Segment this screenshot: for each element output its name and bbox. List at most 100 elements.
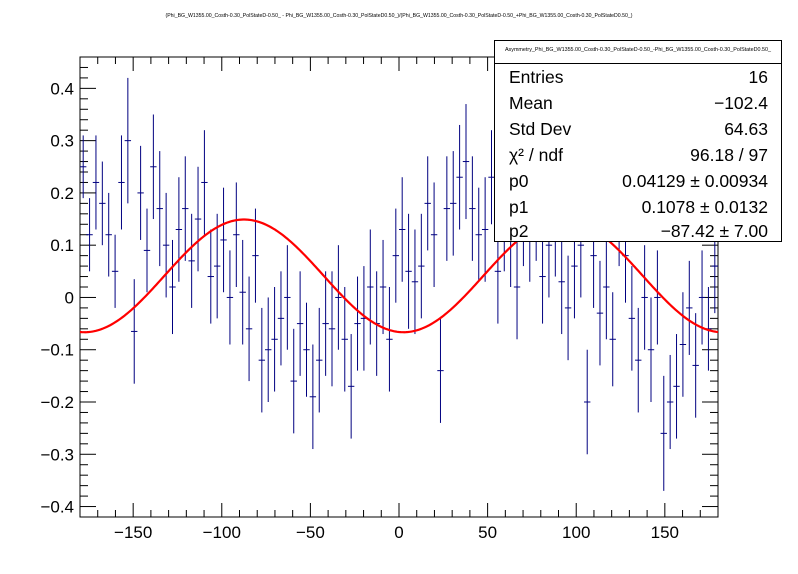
data-point [469, 156, 476, 261]
data-point [424, 156, 431, 251]
data-point [539, 229, 546, 324]
data-point [265, 297, 272, 402]
data-point [137, 145, 144, 240]
y-tick-label: 0.3 [50, 132, 74, 151]
data-point [443, 156, 451, 261]
stat-value: 0.04129 ± 0.00934 [622, 171, 768, 191]
data-point [175, 177, 183, 282]
data-point [207, 229, 214, 324]
data-point [347, 334, 355, 439]
stat-key: Entries [509, 67, 564, 87]
y-tick-label: −0.3 [40, 445, 74, 464]
data-point [328, 271, 336, 387]
stat-value: 64.63 [724, 119, 768, 139]
stat-key: χ² / ndf [509, 145, 563, 165]
stat-value: 16 [748, 67, 768, 87]
stat-value: 0.1078 ± 0.0132 [641, 197, 768, 217]
y-tick-label: 0.2 [50, 184, 74, 203]
data-point [399, 177, 406, 282]
data-point [290, 328, 297, 434]
data-point [80, 135, 87, 199]
data-point [456, 124, 463, 230]
y-tick-label: −0.1 [40, 341, 74, 360]
stat-key: p1 [509, 197, 529, 217]
data-point [679, 292, 687, 397]
data-point [698, 250, 706, 345]
data-point [194, 166, 202, 272]
data-point [252, 208, 259, 303]
stat-row-entries: Entries 16 [495, 65, 781, 91]
data-point [488, 130, 495, 225]
data-point [392, 208, 399, 303]
data-point [558, 229, 565, 335]
data-point [513, 234, 521, 340]
data-point [673, 334, 680, 439]
data-point [411, 229, 419, 335]
stat-key: p2 [509, 221, 529, 241]
x-tick-label: 100 [562, 523, 590, 542]
data-point [341, 287, 348, 392]
stat-key: Mean [509, 93, 553, 113]
data-point [379, 239, 387, 335]
stat-value: −87.42 ± 7.00 [660, 221, 768, 241]
stat-row-p0: p0 0.04129 ± 0.00934 [495, 169, 781, 195]
data-points [80, 77, 718, 491]
data-point [233, 182, 240, 287]
stat-row-p1: p1 0.1078 ± 0.0132 [495, 195, 781, 221]
data-point [322, 271, 329, 376]
data-point [309, 344, 317, 450]
data-point [86, 198, 93, 272]
data-point [92, 135, 100, 230]
data-point [666, 354, 674, 450]
chart-title: (Phi_BG_W1355.00_Costh-0.30_PolStateD-0.… [165, 13, 633, 19]
data-point [105, 192, 112, 277]
data-point [124, 77, 132, 204]
y-tick-label: 0.4 [50, 79, 74, 98]
y-tick-label: 0.1 [50, 236, 74, 255]
data-point [641, 245, 648, 350]
data-point [386, 287, 393, 392]
data-point [118, 135, 125, 230]
stat-row-stddev: Std Dev 64.63 [495, 117, 781, 143]
x-tick-label: 50 [478, 523, 497, 542]
data-point [635, 307, 642, 413]
data-point [201, 130, 208, 235]
data-point [111, 234, 119, 308]
data-point [131, 279, 138, 384]
data-point [405, 213, 412, 329]
data-point [584, 349, 591, 455]
data-point [162, 192, 170, 298]
stats-box: Asymmetry_Phi_BG_W1355.00_Costh-0.30_Pol… [494, 40, 782, 242]
data-point [647, 297, 655, 402]
fit-curve-group [79, 218, 719, 334]
data-point [150, 114, 157, 220]
data-point [603, 234, 610, 340]
data-point [430, 182, 438, 287]
data-point [296, 271, 304, 376]
data-point [99, 161, 106, 246]
fit-curve [79, 218, 719, 334]
data-point [277, 271, 285, 366]
data-point [564, 255, 572, 361]
data-point [660, 375, 667, 491]
data-point [188, 213, 195, 308]
data-point [692, 313, 699, 418]
stat-row-mean: Mean −102.4 [495, 91, 781, 117]
x-tick-label: −50 [296, 523, 325, 542]
data-point [239, 239, 246, 345]
stat-row-chi2: χ² / ndf 96.18 / 97 [495, 143, 781, 169]
x-tick-label: −150 [114, 523, 152, 542]
data-point [475, 187, 482, 282]
stat-key: Std Dev [509, 119, 572, 139]
data-point [258, 307, 266, 413]
data-point [156, 151, 163, 267]
data-point [367, 229, 374, 345]
data-point [271, 287, 278, 392]
data-point [628, 266, 636, 371]
data-point [481, 177, 489, 282]
data-point [609, 292, 616, 387]
data-point [169, 239, 176, 335]
data-point [284, 245, 291, 350]
data-point [450, 151, 457, 256]
